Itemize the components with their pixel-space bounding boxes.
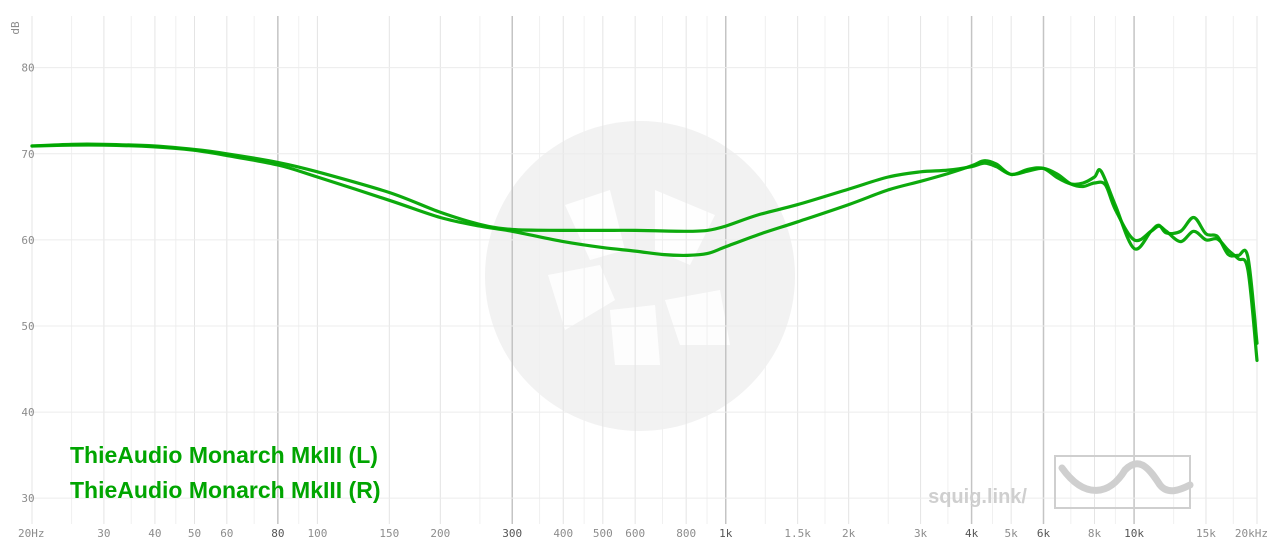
y-tick-label: 50 — [21, 320, 34, 333]
x-tick-label: 800 — [676, 527, 696, 540]
x-tick-label: 6k — [1037, 527, 1051, 540]
x-tick-label: 5k — [1005, 527, 1019, 540]
y-tick-label: 80 — [21, 62, 34, 75]
legend-entry-right: ThieAudio Monarch MkIII (R) — [70, 477, 381, 503]
brand-name: squig.link/ — [928, 486, 1027, 508]
x-tick-label: 60 — [220, 527, 233, 540]
y-tick-label: 60 — [21, 234, 34, 247]
x-tick-label: 40 — [148, 527, 161, 540]
legend-entry-left: ThieAudio Monarch MkIII (L) — [70, 442, 378, 468]
series-line-right — [30, 143, 1259, 345]
x-tick-label: 150 — [379, 527, 399, 540]
x-tick-label: 20kHz — [1235, 527, 1268, 540]
x-tick-label: 100 — [307, 527, 327, 540]
y-axis: dB 30 40 50 60 70 80 — [9, 21, 35, 505]
branding: squig.link/ — [928, 455, 1194, 509]
y-tick-label: 30 — [21, 492, 34, 505]
y-tick-label: 70 — [21, 148, 34, 161]
x-tick-label: 200 — [430, 527, 450, 540]
y-tick-label: 40 — [21, 406, 34, 419]
y-axis-label: dB — [9, 21, 22, 35]
x-axis: 20Hz 30 40 50 60 80 100 150 200 300 400 500 600 800 1k… — [18, 527, 1268, 540]
x-tick-label: 3k — [914, 527, 928, 540]
watermark-logo-icon — [485, 121, 795, 431]
squiglink-logo-icon — [1054, 455, 1194, 509]
x-tick-label: 500 — [593, 527, 613, 540]
x-tick-label: 300 — [502, 527, 522, 540]
x-tick-label: 30 — [97, 527, 110, 540]
x-tick-label: 1.5k — [784, 527, 811, 540]
x-tick-label: 8k — [1088, 527, 1102, 540]
x-tick-label: 1k — [719, 527, 733, 540]
legend: ThieAudio Monarch MkIII (L) ThieAudio Mo… — [70, 442, 381, 503]
x-tick-label: 15k — [1196, 527, 1216, 540]
x-tick-label: 4k — [965, 527, 979, 540]
x-tick-label: 2k — [842, 527, 856, 540]
series-lines — [30, 142, 1259, 362]
x-tick-label: 10k — [1124, 527, 1144, 540]
x-tick-label: 600 — [625, 527, 645, 540]
x-tick-label: 80 — [271, 527, 284, 540]
x-tick-label: 50 — [188, 527, 201, 540]
grid — [30, 16, 1258, 524]
x-tick-label: 20Hz — [18, 527, 45, 540]
x-tick-label: 400 — [553, 527, 573, 540]
